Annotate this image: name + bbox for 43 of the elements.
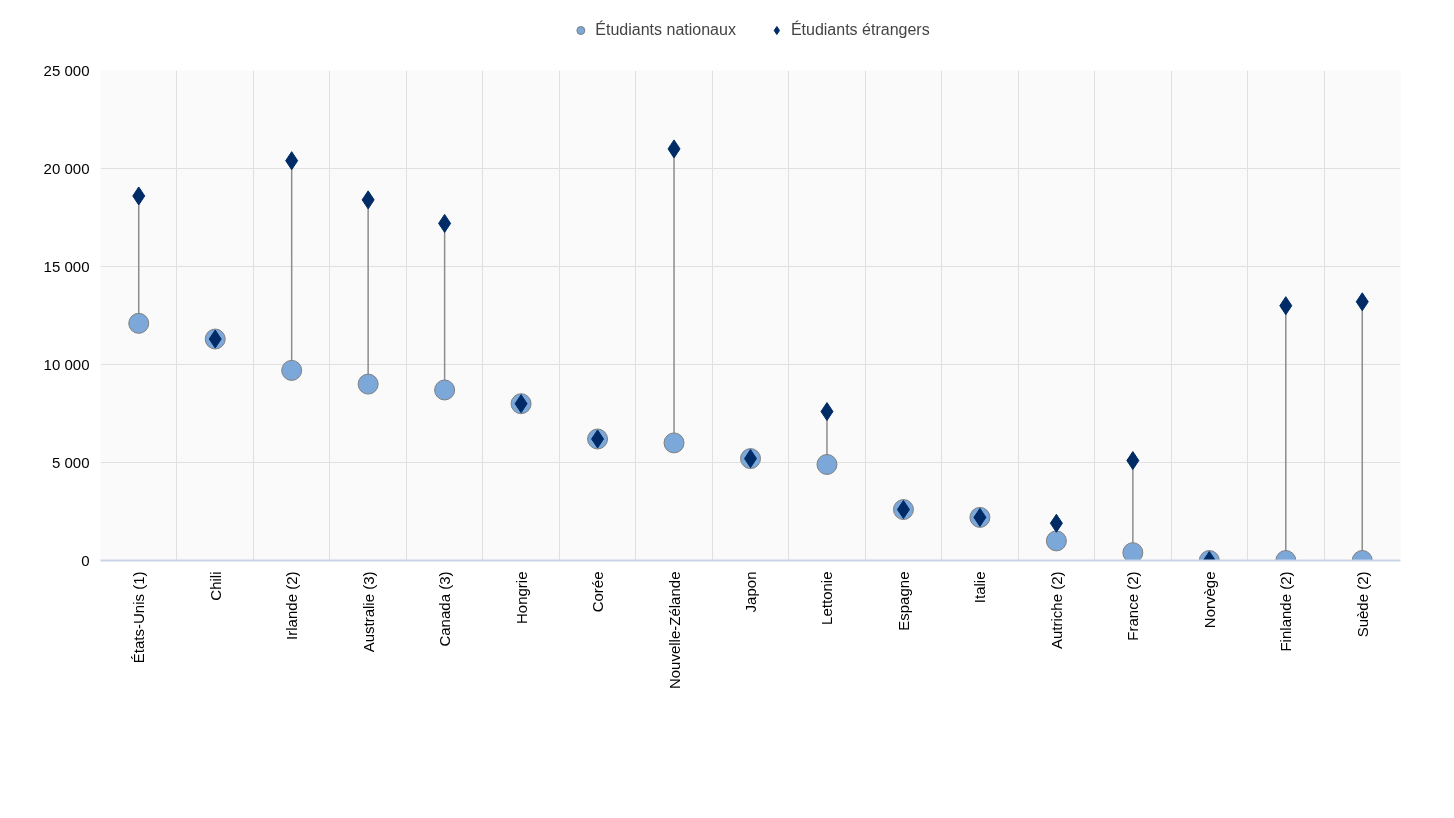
- point: [816, 453, 838, 475]
- x-tick-label: Autriche (2): [1047, 571, 1065, 650]
- x-tick-label: Norvège: [1200, 571, 1218, 629]
- point: [820, 402, 834, 422]
- point: [667, 139, 681, 159]
- y-tick-label: 25 000: [43, 62, 90, 79]
- y-tick-label: 0: [81, 552, 90, 569]
- point: [1126, 451, 1140, 471]
- x-tick-label: Chili: [206, 571, 224, 601]
- x-tick-label: Italie: [971, 571, 989, 604]
- point: [438, 213, 452, 233]
- x-tick-label: Canada (3): [436, 571, 454, 647]
- x-tick-label: France (2): [1124, 571, 1142, 641]
- point: [1045, 530, 1067, 552]
- x-tick-label: Lettonie: [818, 571, 836, 625]
- point: [663, 432, 685, 454]
- x-tick-label: Suède (2): [1353, 571, 1371, 638]
- x-tick-label: Nouvelle-Zélande: [665, 571, 683, 690]
- legend-label: Étudiants étrangers: [790, 21, 930, 39]
- y-tick-label: 5 000: [51, 454, 90, 471]
- y-tick-label: 20 000: [43, 160, 90, 177]
- y-tick-label: 15 000: [43, 258, 90, 275]
- point: [1355, 292, 1369, 312]
- x-tick-label: Australie (3): [359, 571, 377, 653]
- point: [128, 312, 150, 334]
- point: [357, 373, 379, 395]
- y-tick-label: 10 000: [43, 356, 90, 373]
- point: [1279, 296, 1293, 316]
- x-tick-label: Espagne: [894, 571, 912, 631]
- x-tick-label: Hongrie: [512, 571, 530, 625]
- point: [281, 359, 303, 381]
- legend-label: Étudiants nationaux: [595, 21, 736, 39]
- point: [434, 379, 456, 401]
- point: [132, 186, 146, 206]
- point: [1049, 513, 1063, 533]
- point: [285, 151, 299, 171]
- x-tick-label: États-Unis (1): [130, 571, 148, 664]
- x-tick-label: Japon: [742, 571, 759, 613]
- point: [1122, 542, 1144, 561]
- point: [361, 190, 375, 210]
- x-tick-label: Finlande (2): [1277, 571, 1295, 652]
- x-tick-label: Irlande (2): [283, 571, 301, 640]
- x-tick-label: Corée: [589, 571, 607, 613]
